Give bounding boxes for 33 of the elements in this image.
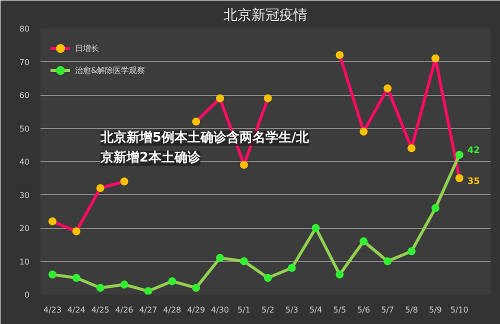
x-tick-label: 5/1 bbox=[238, 306, 250, 314]
legend-label: 日增长 bbox=[75, 42, 99, 54]
annotation: 北京新增5例本土确诊含两名学生/北京新增2本土确诊 bbox=[99, 130, 310, 166]
x-tick-label: 4/24 bbox=[67, 306, 86, 314]
x-tick-label: 5/8 bbox=[405, 306, 418, 314]
data-label: 42 bbox=[467, 146, 480, 156]
y-tick-label: 60 bbox=[19, 91, 30, 100]
x-tick-label: 5/3 bbox=[285, 306, 298, 314]
y-tick-label: 40 bbox=[19, 158, 30, 166]
x-tick-label: 4/29 bbox=[187, 306, 206, 314]
x-tick-label: 4/25 bbox=[91, 306, 110, 314]
x-tick-label: 4/30 bbox=[211, 306, 230, 314]
y-tick-label: 70 bbox=[19, 58, 30, 67]
x-tick-label: 5/4 bbox=[309, 306, 322, 314]
y-tick-label: 30 bbox=[19, 190, 30, 200]
legend-label: 治愈&解除医学观察 bbox=[75, 64, 146, 76]
y-tick-label: 50 bbox=[19, 124, 30, 134]
x-tick-label: 5/5 bbox=[333, 306, 346, 314]
x-tick-label: 4/28 bbox=[163, 306, 182, 314]
x-tick-label: 4/27 bbox=[139, 306, 158, 314]
y-tick-label: 80 bbox=[19, 24, 30, 34]
x-tick-label: 5/2 bbox=[261, 306, 274, 314]
x-tick-label: 4/26 bbox=[115, 306, 134, 314]
y-tick-label: 20 bbox=[19, 224, 30, 233]
x-tick-label: 5/7 bbox=[381, 306, 394, 314]
x-tick-label: 5/6 bbox=[357, 306, 370, 314]
x-tick-label: 5/10 bbox=[450, 306, 468, 314]
x-tick-label: 4/23 bbox=[43, 306, 62, 314]
chart-title: 北京新冠疫情 bbox=[224, 8, 308, 24]
y-tick-label: 10 bbox=[19, 257, 30, 266]
data-label: 35 bbox=[467, 177, 480, 188]
x-tick-label: 5/9 bbox=[429, 306, 442, 314]
y-tick-label: 0 bbox=[24, 290, 30, 300]
